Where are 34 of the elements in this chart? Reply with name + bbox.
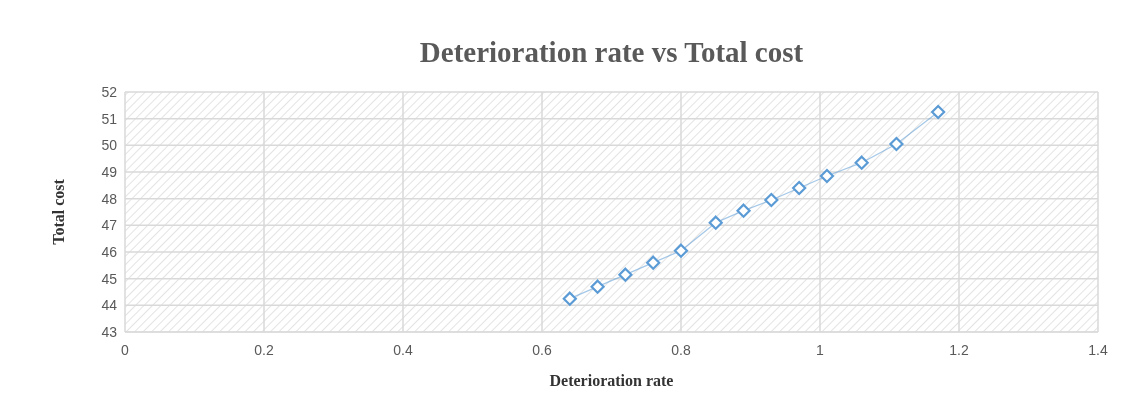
x-tick-label: 0.8	[671, 342, 691, 358]
point	[646, 255, 661, 270]
point	[708, 215, 723, 230]
x-tick-label: 1	[816, 342, 825, 358]
point	[618, 267, 633, 282]
point	[854, 155, 869, 170]
y-tick-label: 49	[101, 163, 118, 180]
y-tick-label: 47	[101, 217, 118, 234]
point	[931, 104, 946, 120]
y-tick-label: 44	[101, 297, 118, 314]
x-tick-label: 0	[121, 342, 130, 358]
point	[764, 192, 779, 208]
y-tick-label: 50	[101, 137, 118, 154]
x-axis-title: Deterioration rate	[549, 372, 674, 389]
point	[889, 136, 904, 152]
x-tick-label: 0.6	[532, 342, 552, 358]
y-tick-label: 45	[101, 270, 118, 287]
point	[673, 243, 689, 258]
y-tick-label: 43	[101, 323, 118, 340]
x-tick-label: 0.2	[254, 342, 274, 358]
point	[562, 291, 577, 306]
y-tick-label: 51	[101, 110, 118, 127]
y-tick-label: 48	[101, 190, 118, 207]
x-tick-label: 1.4	[1088, 342, 1108, 358]
y-tick-label: 46	[101, 243, 118, 260]
x-tick-label: 1.2	[949, 342, 969, 358]
y-axis-title: Total cost	[50, 178, 67, 245]
point	[590, 279, 605, 294]
x-tick-label: 0.4	[393, 342, 413, 358]
point	[819, 168, 835, 184]
point	[736, 203, 751, 218]
point	[792, 180, 807, 196]
y-tick-label: 52	[101, 83, 118, 100]
chart-title: Deterioration rate vs Total cost	[419, 36, 804, 68]
